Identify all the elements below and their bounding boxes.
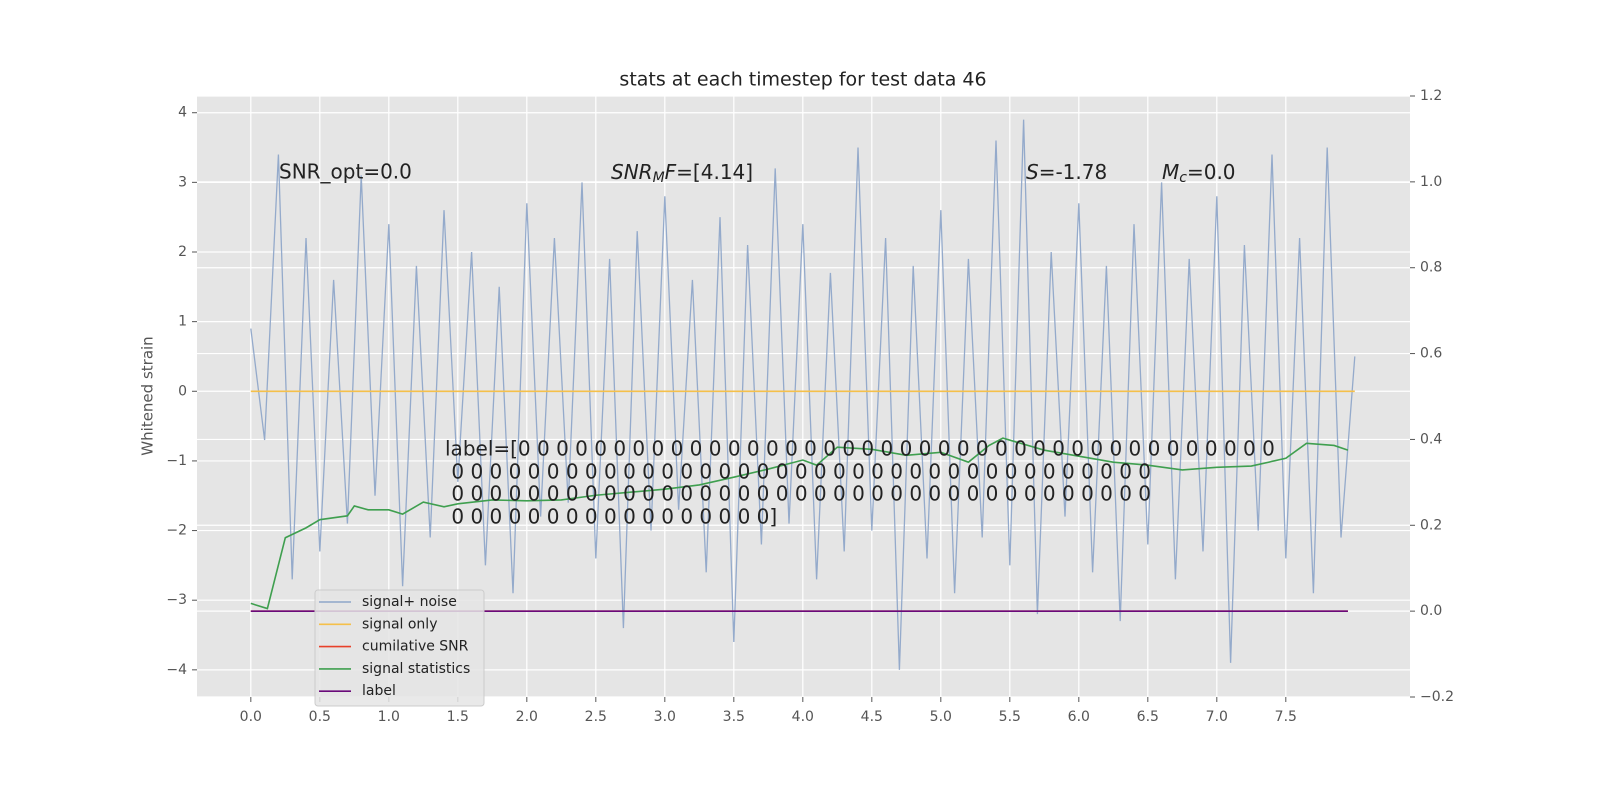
y-tick-label: 1 xyxy=(178,314,187,330)
y-tick-label: −2 xyxy=(166,523,187,539)
legend-label: cumilative SNR xyxy=(362,639,469,655)
y-tick-label: 3 xyxy=(178,174,187,190)
y-tick-label: 2 xyxy=(178,244,187,260)
annotation-part: =[4.14] xyxy=(676,160,753,184)
annotation-part: S xyxy=(1026,160,1039,184)
y-tick-label: 0 xyxy=(178,383,187,399)
label-text: 0 0 0 0 0 0 0 0 0 0 0 0 0 0 0 0 0 0 0 0 … xyxy=(445,482,1151,506)
x-tick-label: 3.0 xyxy=(654,709,676,725)
chart-title: stats at each timestep for test data 46 xyxy=(619,69,986,91)
series-line xyxy=(250,119,1356,670)
y-tick-label: −3 xyxy=(166,592,187,608)
annotation-part: SNR xyxy=(611,160,653,184)
annotation-part: M xyxy=(1162,160,1179,184)
label-text: label=[0 0 0 0 0 0 0 0 0 0 0 0 0 0 0 0 0… xyxy=(445,437,1275,461)
x-tick-label: 7.0 xyxy=(1206,709,1228,725)
y2-tick-label: 1.0 xyxy=(1420,174,1442,190)
x-tick-label: 3.5 xyxy=(723,709,745,725)
y2-tick-label: 0.0 xyxy=(1420,603,1442,619)
y-axis-label: Whitened strain xyxy=(139,336,157,455)
x-tick-label: 7.5 xyxy=(1275,709,1297,725)
y2-tick-label: 0.6 xyxy=(1420,346,1442,362)
x-tick-label: 4.5 xyxy=(861,709,883,725)
ticks: 0.0 0.5 1.0 1.5 2.0 2.5 3.0 3.5 4.0 4.5 5.0 5.5 6.0 6… xyxy=(166,88,1454,725)
legend-label: signal statistics xyxy=(362,661,470,677)
x-tick-label: 2.5 xyxy=(585,709,607,725)
annotation-part: =-1.78 xyxy=(1039,160,1108,184)
x-tick-label: 4.0 xyxy=(792,709,814,725)
label-text: 0 0 0 0 0 0 0 0 0 0 0 0 0 0 0 0 0] xyxy=(445,505,777,529)
x-tick-label: 1.5 xyxy=(447,709,469,725)
legend-box xyxy=(314,589,485,707)
label-text: 0 0 0 0 0 0 0 0 0 0 0 0 0 0 0 0 0 0 0 0 … xyxy=(445,460,1151,484)
x-tick-label: 0.5 xyxy=(309,709,331,725)
legend-label: label xyxy=(362,683,396,699)
x-tick-label: 0.0 xyxy=(240,709,262,725)
annotation: S=-1.78 xyxy=(1026,160,1107,184)
x-tick-label: 2.0 xyxy=(516,709,538,725)
annotation-sub: c xyxy=(1179,170,1187,186)
annotation-part: F xyxy=(665,160,677,184)
y2-tick-label: 0.8 xyxy=(1420,260,1442,276)
y2-tick-label: 1.2 xyxy=(1420,88,1442,104)
y-tick-label: −1 xyxy=(166,453,187,469)
legend-label: signal+ noise xyxy=(362,594,457,610)
y2-tick-label: 0.2 xyxy=(1420,517,1442,533)
annotation: Mc=0.0 xyxy=(1162,160,1236,187)
annotation: SNR_opt=0.0 xyxy=(279,160,412,184)
x-tick-label: 6.5 xyxy=(1137,709,1159,725)
annotation-part: =0.0 xyxy=(1187,160,1236,184)
x-tick-label: 5.5 xyxy=(999,709,1021,725)
grid xyxy=(197,95,1410,698)
y-tick-label: 4 xyxy=(178,105,187,121)
x-tick-label: 6.0 xyxy=(1068,709,1090,725)
legend: signal+ noise signal only cumilative SNR si… xyxy=(314,589,485,707)
y2-tick-label: 0.4 xyxy=(1420,431,1442,447)
annotation: SNRMF=[4.14] xyxy=(611,160,753,187)
annotation-sub: M xyxy=(653,170,665,186)
y-tick-label: −4 xyxy=(166,662,187,678)
x-tick-label: 5.0 xyxy=(930,709,952,725)
y2-tick-label: −0.2 xyxy=(1420,689,1454,705)
legend-label: signal only xyxy=(362,616,437,632)
series-line xyxy=(250,437,1349,610)
x-tick-label: 1.0 xyxy=(378,709,400,725)
